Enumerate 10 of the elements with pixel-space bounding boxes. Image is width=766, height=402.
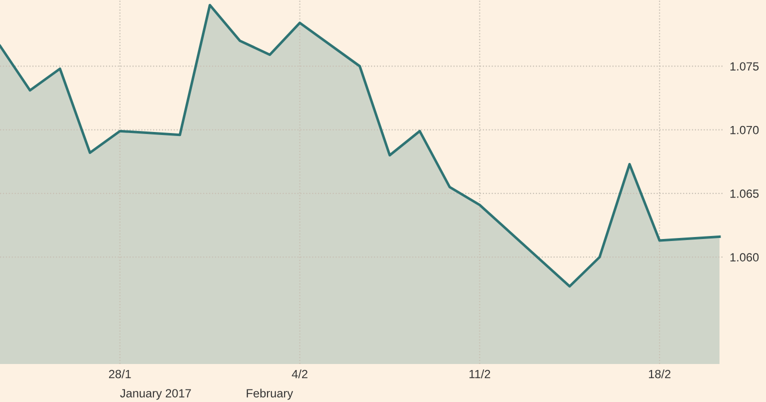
y-tick-label: 1.075 [730,62,759,71]
x-tick-label: 18/2 [648,370,670,378]
text: January 2017 [120,389,191,400]
x-tick-label: 28/1 [109,370,131,378]
y-tick-label: 1.060 [730,253,759,262]
text: February [246,388,294,400]
x-tick-label: 11/2 [470,370,490,378]
y-tick-label: 1.070 [730,126,759,134]
y-tick-label: 1.065 [730,189,759,198]
x-tick-label: 4/2 [292,370,308,378]
